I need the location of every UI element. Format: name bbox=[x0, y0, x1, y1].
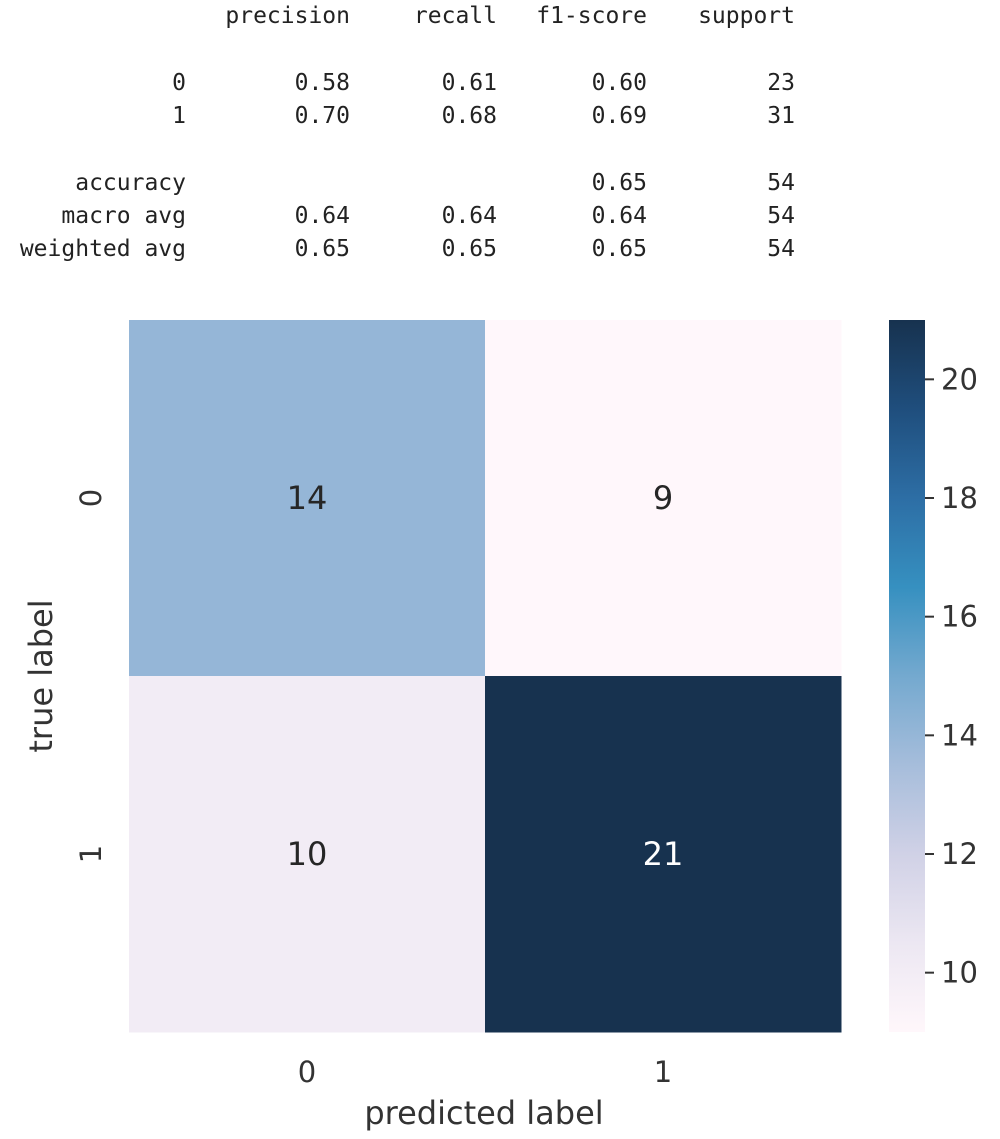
report-header-precision: precision bbox=[225, 3, 350, 29]
report-header-recall: recall bbox=[413, 3, 497, 29]
report-cell-precision: 0.65 bbox=[294, 236, 350, 262]
cell-value-label: 14 bbox=[287, 479, 328, 517]
report-cell-support: 54 bbox=[767, 170, 795, 196]
cell-value-label: 9 bbox=[653, 479, 673, 517]
heatmap-cells bbox=[129, 320, 842, 1033]
colorbar-gradient bbox=[889, 320, 925, 1032]
x-axis-label: predicted label bbox=[364, 1094, 603, 1132]
report-row-label: 1 bbox=[172, 103, 186, 129]
report-cell-f1: 0.60 bbox=[591, 70, 647, 96]
heatmap-cell bbox=[129, 320, 486, 677]
colorbar-tick-label: 20 bbox=[941, 362, 978, 396]
report-cell-support: 54 bbox=[767, 203, 795, 229]
colorbar-tick-label: 14 bbox=[941, 718, 978, 752]
colorbar-tick-label: 18 bbox=[941, 481, 978, 515]
y-tick-label: 1 bbox=[74, 845, 108, 863]
report-row-label: weighted avg bbox=[19, 236, 186, 262]
cell-value-label: 21 bbox=[643, 835, 684, 873]
report-cell-f1: 0.65 bbox=[591, 170, 647, 196]
report-row-label: 0 bbox=[172, 70, 186, 96]
report-cell-f1: 0.65 bbox=[591, 236, 647, 262]
heatmap-cell bbox=[485, 320, 842, 677]
report-header-f1-score: f1-score bbox=[536, 3, 647, 29]
report-cell-f1: 0.69 bbox=[591, 103, 647, 129]
report-cell-precision: 0.58 bbox=[294, 70, 350, 96]
report-cell-recall: 0.61 bbox=[441, 70, 497, 96]
report-row-label: macro avg bbox=[61, 203, 186, 229]
report-cell-precision: 0.64 bbox=[294, 203, 350, 229]
classification-report: precision recall f1-score support 0 0.58 0.61 0… bbox=[0, 0, 1000, 290]
cell-annotations: 14 9 10 21 bbox=[287, 479, 684, 873]
colorbar: 10 12 14 16 18 20 bbox=[889, 320, 978, 1032]
heatmap-cell bbox=[485, 676, 842, 1033]
x-tick-label: 1 bbox=[654, 1055, 672, 1089]
report-row-label: accuracy bbox=[75, 170, 186, 196]
y-tick-label: 0 bbox=[74, 489, 108, 507]
colorbar-tick-label: 16 bbox=[941, 600, 978, 634]
heatmap-cell bbox=[129, 676, 486, 1033]
y-axis: 01 bbox=[74, 489, 108, 863]
report-cell-recall: 0.68 bbox=[441, 103, 497, 129]
report-cell-support: 54 bbox=[767, 236, 795, 262]
x-tick-label: 0 bbox=[298, 1055, 316, 1089]
report-cell-precision: 0.70 bbox=[294, 103, 350, 129]
cell-value-label: 10 bbox=[287, 835, 328, 873]
report-cell-recall: 0.64 bbox=[441, 203, 497, 229]
colorbar-tick-label: 10 bbox=[941, 956, 978, 990]
report-cell-recall: 0.65 bbox=[441, 236, 497, 262]
report-cell-f1: 0.64 bbox=[591, 203, 647, 229]
report-header-support: support bbox=[698, 3, 795, 29]
y-axis-label: true label bbox=[22, 599, 60, 752]
colorbar-tick-label: 12 bbox=[941, 837, 978, 871]
report-cell-support: 31 bbox=[767, 103, 795, 129]
report-cell-support: 23 bbox=[767, 70, 795, 96]
